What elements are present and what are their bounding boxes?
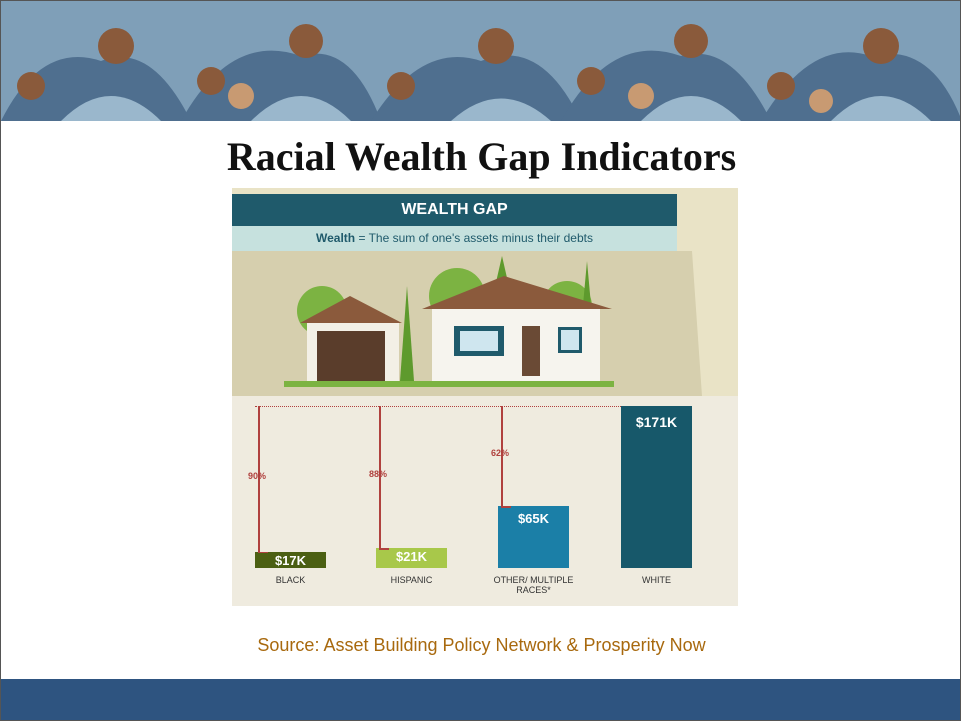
- bar: $17K: [255, 551, 326, 568]
- house-scene: [232, 251, 738, 396]
- header-crowd: [1, 1, 960, 121]
- value-label: $17K: [274, 552, 307, 568]
- category-label: BLACK: [275, 575, 306, 585]
- slide-title: Racial Wealth Gap Indicators: [226, 134, 737, 179]
- footer-bar: [1, 679, 960, 720]
- gap-line: [258, 406, 260, 552]
- value-label: $65K: [517, 511, 550, 527]
- gap-tick: [501, 506, 511, 508]
- bar: $171K: [621, 406, 692, 568]
- chart-subtitle: Wealth = The sum of one's assets minus t…: [232, 226, 677, 251]
- gap-label: 62%: [491, 448, 510, 459]
- gap-line: [379, 406, 381, 549]
- plot-area: $17K BLACK $21K HISPANIC $65K OTHER/ MULTIPLE…: [232, 396, 738, 606]
- infographic: WEALTH GAP Wealth = The sum of one's ass…: [232, 188, 738, 606]
- reference-line: [255, 406, 621, 407]
- bar: $21K: [376, 548, 447, 568]
- gap-label: 90%: [248, 470, 267, 481]
- value-label: $171K: [635, 414, 678, 430]
- bar: $65K: [498, 506, 569, 568]
- category-label: WHITE: [642, 575, 671, 585]
- gap-tick: [258, 551, 268, 554]
- source-note: Source: Asset Building Policy Network & …: [257, 635, 706, 655]
- subtitle-text: = The sum of one's assets minus their de…: [358, 231, 593, 245]
- category-label: OTHER/ MULTIPLE RACES*: [493, 575, 574, 595]
- subtitle-term: Wealth: [316, 231, 356, 245]
- chart-title: WEALTH GAP: [232, 194, 677, 226]
- gap-tick: [379, 548, 389, 550]
- value-label: $21K: [395, 549, 428, 565]
- bar-panel: $17K BLACK $21K HISPANIC $65K OTHER/ MULTIPLE…: [232, 396, 738, 606]
- gap-label: 88%: [369, 469, 388, 480]
- category-label: HISPANIC: [390, 575, 433, 585]
- gap-line: [501, 406, 503, 507]
